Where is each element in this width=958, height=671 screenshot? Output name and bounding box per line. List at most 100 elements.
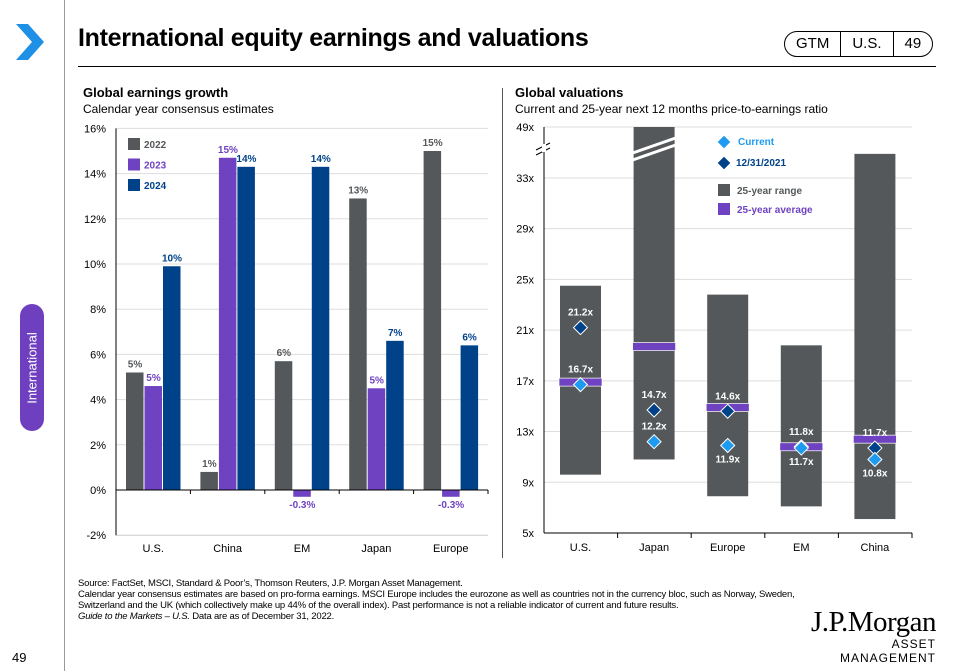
range-break-icon [632, 136, 677, 162]
bar-2022 [200, 471, 218, 490]
y-tick-label: 13x [516, 427, 534, 439]
bar-2023 [293, 490, 311, 497]
prior-label: 14.6x [715, 391, 740, 402]
data-label: 15% [218, 145, 238, 156]
legend-average-swatch [718, 203, 730, 215]
bar-2024 [460, 345, 479, 490]
y-tick-label: 6% [90, 349, 106, 361]
data-label: 14% [311, 154, 331, 165]
x-tick-label: Europe [433, 543, 468, 555]
current-label: 12.2x [642, 422, 667, 433]
x-tick-label: Europe [710, 542, 745, 554]
data-label: 15% [423, 138, 443, 149]
y-tick-label: 8% [90, 304, 106, 316]
bar-2023 [367, 388, 386, 490]
chart-divider [502, 88, 503, 558]
data-label: 1% [202, 459, 217, 470]
y-tick-label: 17x [516, 376, 534, 388]
bar-2022 [423, 151, 442, 490]
y-tick-label: 10% [84, 259, 106, 271]
prior-label: 11.7x [863, 428, 888, 439]
x-tick-label: China [861, 542, 891, 554]
header-rule [78, 66, 936, 67]
legend-label: 25-year range [737, 186, 802, 197]
y-tick-label: 2% [90, 440, 106, 452]
x-tick-label: China [213, 543, 243, 555]
legend-prior-icon [716, 155, 732, 171]
prior-marker [719, 403, 736, 419]
section-tab[interactable]: International [20, 304, 44, 431]
chart1-title: Global earnings growth [83, 85, 229, 100]
y-tick-label: 5x [522, 528, 534, 540]
legend-range-swatch [718, 184, 730, 196]
current-label: 10.8x [862, 468, 887, 479]
current-label: 11.7x [789, 457, 814, 468]
bar-2023 [218, 157, 237, 490]
axis-break-gap [542, 144, 546, 152]
disclaimer-note: Calendar year consensus estimates are ba… [78, 589, 795, 611]
data-label: 5% [369, 375, 384, 386]
x-tick-label: Japan [639, 542, 669, 554]
x-tick-label: U.S. [142, 543, 163, 555]
chart1-subtitle: Calendar year consensus estimates [83, 102, 274, 116]
gtm-badge: GTM U.S. 49 [784, 31, 934, 57]
prior-label: 21.2x [568, 308, 593, 319]
legend-label: Current [738, 137, 775, 148]
data-label: -0.3% [289, 500, 315, 511]
logo-sub: ASSET MANAGEMENT [839, 637, 936, 665]
data-label: 14% [236, 154, 256, 165]
y-tick-label: 14% [84, 169, 106, 181]
current-label: 16.7x [568, 365, 593, 376]
y-tick-label: 49x [516, 122, 534, 134]
data-label: -0.3% [438, 500, 464, 511]
legend-label: 2024 [144, 181, 167, 192]
prior-label: 14.7x [642, 390, 667, 401]
chart2-title: Global valuations [515, 85, 624, 100]
prior-marker [572, 319, 589, 336]
legend-swatch-2024 [128, 179, 140, 191]
data-label: 6% [277, 348, 292, 359]
current-marker [572, 376, 589, 393]
source-note: Source: FactSet, MSCI, Standard & Poor’s… [78, 578, 463, 589]
data-label: 13% [348, 185, 368, 196]
bar-2024 [311, 166, 330, 490]
legend-label: 2023 [144, 161, 167, 172]
current-label: 11.9x [715, 455, 740, 466]
y-tick-label: 4% [90, 395, 106, 407]
y-tick-label: 12% [84, 214, 106, 226]
prior-marker [646, 402, 662, 418]
logo-name: J.P.Morgan [811, 606, 937, 638]
range-bar [707, 294, 749, 497]
page-badge: 49 [892, 32, 933, 56]
y-tick-label: 29x [516, 224, 534, 236]
prior-label: 11.8x [789, 427, 814, 438]
legend-label: 12/31/2021 [736, 158, 786, 169]
current-marker [793, 440, 810, 456]
average-marker [632, 342, 676, 351]
data-date: Data are as of December 31, 2022. [189, 611, 335, 622]
page-title: International equity earnings and valuat… [78, 24, 589, 52]
bar-2024 [237, 166, 255, 490]
y-tick-label: 9x [522, 477, 534, 489]
guide-title: Guide to the Markets – U.S. [78, 611, 190, 622]
gtm-label: GTM [796, 35, 830, 52]
legend-swatch-2023 [128, 158, 140, 171]
bar-2024 [163, 266, 181, 490]
data-label: 10% [162, 253, 182, 264]
bar-2022 [274, 361, 293, 490]
footnotes: Source: FactSet, MSCI, Standard & Poor’s… [78, 578, 798, 622]
valuations-chart: 5x 9x 13x 17x 21x 25x 29x 33x 49x U.S. 21.2x 16.7x J… [516, 122, 913, 554]
x-tick-label: EM [294, 543, 311, 555]
bar-2024 [386, 340, 404, 490]
legend-swatch-2022 [128, 138, 140, 150]
y-tick-label: 16% [84, 123, 106, 135]
y-tick-label: -2% [86, 530, 106, 542]
x-tick-label: U.S. [570, 542, 591, 554]
y-tick-label: 25x [516, 274, 534, 286]
y-tick-label: 21x [516, 325, 534, 337]
region-label: U.S. [840, 32, 892, 56]
bar-2022 [349, 198, 367, 490]
legend-label: 2022 [144, 140, 167, 151]
x-tick-label: Japan [361, 543, 391, 555]
current-marker [719, 437, 736, 454]
